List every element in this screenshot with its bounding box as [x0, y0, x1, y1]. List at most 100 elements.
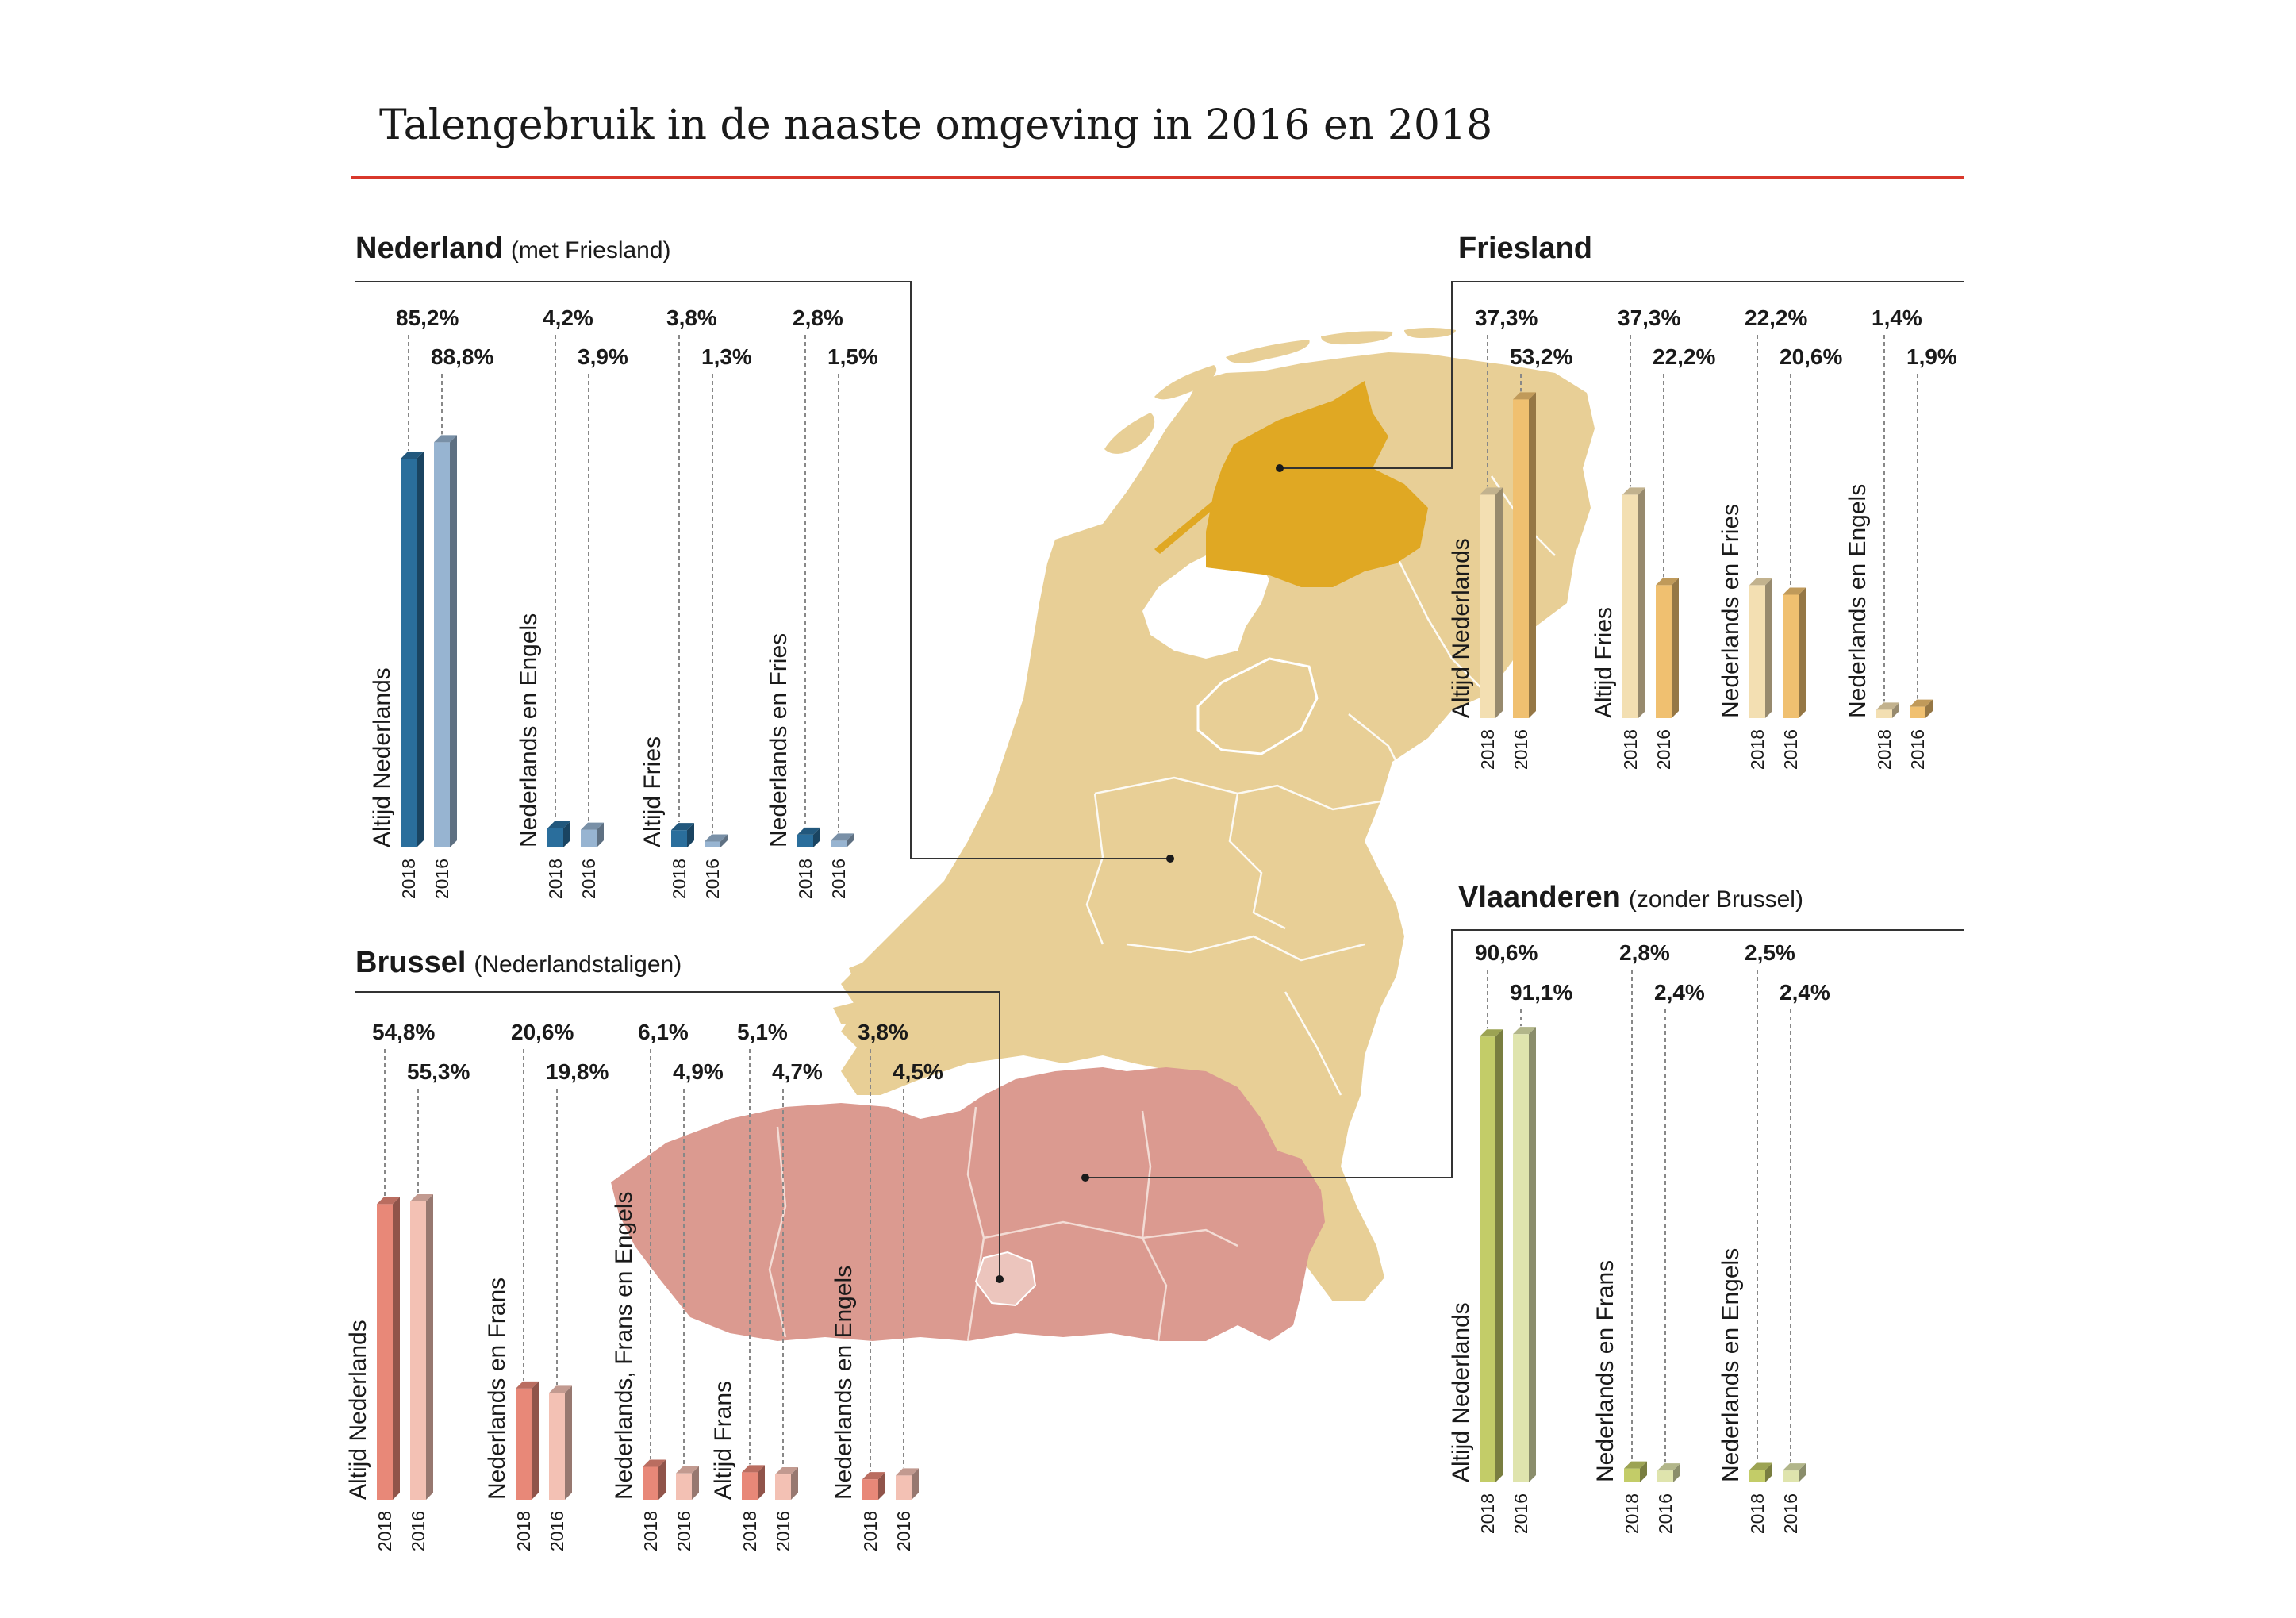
value-label-2018: 54,8%	[372, 1020, 435, 1044]
bar-2016-top	[1783, 1463, 1806, 1471]
category-label: Nederlands en Fries	[766, 633, 792, 847]
bar-2018	[547, 821, 570, 847]
bar-2018-top	[1624, 1461, 1647, 1469]
bar-2018-side	[758, 1465, 765, 1500]
value-label-2018: 1,4%	[1872, 306, 1922, 330]
bar-group-friesland-0: 37,3% 53,2% 2018 2016 Altijd Nederlands	[1448, 306, 1572, 770]
map-afsluitdijk	[1154, 500, 1219, 554]
value-label-2016: 91,1%	[1510, 980, 1572, 1005]
bar-2016	[1657, 1463, 1680, 1482]
category-label: Nederlands en Fries	[1718, 504, 1744, 718]
bar-2016-top	[705, 834, 728, 842]
bar-2018-front	[797, 834, 813, 847]
bar-2018	[1749, 1462, 1772, 1482]
value-label-2016: 22,2%	[1653, 344, 1715, 369]
bar-2016-front	[1783, 594, 1799, 718]
year-label: 2016	[702, 859, 723, 899]
chart-title: Talengebruik in de naaste omgeving in 20…	[379, 102, 1493, 149]
year-label: 2018	[795, 859, 816, 899]
category-label: Nederlands en Frans	[484, 1278, 510, 1500]
bar-2018-top	[1480, 1029, 1503, 1037]
bar-2016-top	[434, 435, 457, 443]
panel-subtitle: (zonder Brussel)	[1628, 886, 1803, 913]
value-label-2018: 6,1%	[638, 1020, 689, 1044]
map-flanders	[611, 1067, 1325, 1341]
value-label-2016: 1,3%	[701, 344, 752, 369]
map-flevoland	[1196, 657, 1319, 755]
value-label-2016: 20,6%	[1780, 344, 1842, 369]
year-label: 2018	[513, 1511, 534, 1551]
year-label: 2018	[1477, 1493, 1498, 1534]
bar-2018-front	[862, 1479, 878, 1500]
bar-chart-brussel: 54,8% 55,3% 2018 2016 Altijd Nederlands 20,6%…	[345, 1020, 943, 1551]
panel-title-nederland: Nederland (met Friesland)	[355, 232, 671, 266]
year-label: 2018	[669, 859, 689, 899]
value-label-2016: 1,5%	[827, 344, 878, 369]
value-label-2018: 4,2%	[543, 306, 593, 330]
year-label: 2016	[1653, 729, 1674, 770]
bar-group-vlaanderen-1: 2,8% 2,4% 2018 2016 Nederlands en Frans	[1592, 940, 1705, 1534]
bar-2018-top	[547, 821, 570, 828]
bar-group-friesland-2: 22,2% 20,6% 2018 2016 Nederlands en Fries	[1718, 306, 1842, 770]
bar-2018-side	[1495, 1029, 1503, 1482]
bar-group-nederland-3: 2,8% 1,5% 2018 2016 Nederlands en Fries	[766, 306, 878, 899]
year-label: 2016	[1511, 1493, 1531, 1534]
category-label: Altijd Fries	[639, 736, 666, 847]
year-label: 2018	[1477, 729, 1498, 770]
bar-2018-side	[687, 823, 694, 847]
bar-2016-top	[549, 1385, 572, 1393]
bar-group-nederland-0: 85,2% 88,8% 2018 2016 Altijd Nederlands	[369, 306, 493, 899]
bar-2018-side	[1765, 578, 1772, 718]
bar-2016	[1513, 1027, 1536, 1482]
bar-2016-side	[450, 435, 457, 847]
bar-2016	[434, 435, 457, 847]
value-label-2018: 2,8%	[793, 306, 843, 330]
bar-2018-side	[393, 1197, 400, 1500]
year-label: 2016	[1907, 729, 1928, 770]
year-label: 2016	[773, 1511, 793, 1551]
year-label: 2016	[674, 1511, 694, 1551]
bar-2018-front	[377, 1204, 393, 1500]
bar-2016-front	[1910, 706, 1925, 718]
value-label-2016: 88,8%	[431, 344, 493, 369]
panel-name: Vlaanderen	[1458, 881, 1621, 914]
year-label: 2018	[1747, 1493, 1768, 1534]
bar-2018-front	[1480, 1036, 1495, 1482]
bar-2018-side	[1495, 487, 1503, 718]
leader-nederland	[355, 281, 1170, 859]
bar-2016-top	[581, 822, 604, 830]
map-flanders-borders	[768, 1106, 1238, 1342]
map-brussels	[974, 1251, 1037, 1307]
bar-2016-front	[410, 1201, 426, 1500]
year-label: 2018	[1747, 729, 1768, 770]
bar-2016-side	[1672, 578, 1679, 718]
year-label: 2016	[432, 859, 452, 899]
bar-2016-top	[1910, 699, 1933, 707]
bar-2018-top	[797, 827, 820, 835]
bar-2016-side	[565, 1385, 572, 1500]
panel-subtitle: (Nederlandstaligen)	[474, 951, 682, 978]
year-label: 2018	[545, 859, 566, 899]
value-label-2018: 22,2%	[1745, 306, 1807, 330]
year-label: 2016	[1780, 1493, 1801, 1534]
bar-2016-front	[705, 841, 720, 847]
bar-2018-top	[516, 1381, 539, 1389]
bar-2016-top	[896, 1468, 919, 1476]
bar-2016-front	[676, 1473, 692, 1500]
bar-2016-front	[775, 1474, 791, 1500]
bar-2016-side	[692, 1466, 699, 1500]
year-label: 2018	[1620, 729, 1641, 770]
bar-2016-side	[1799, 587, 1806, 718]
bar-2016	[410, 1193, 433, 1500]
bar-2018	[797, 827, 820, 847]
bar-2018-front	[1876, 709, 1892, 718]
bar-2016-front	[1783, 1470, 1799, 1482]
bar-2018	[1624, 1461, 1647, 1482]
map-friesland	[1206, 381, 1428, 587]
map-netherlands	[841, 352, 1595, 1301]
bar-2018-top	[401, 452, 424, 459]
bar-2016-front	[1657, 1470, 1673, 1482]
bar-2018-top	[1876, 702, 1899, 710]
